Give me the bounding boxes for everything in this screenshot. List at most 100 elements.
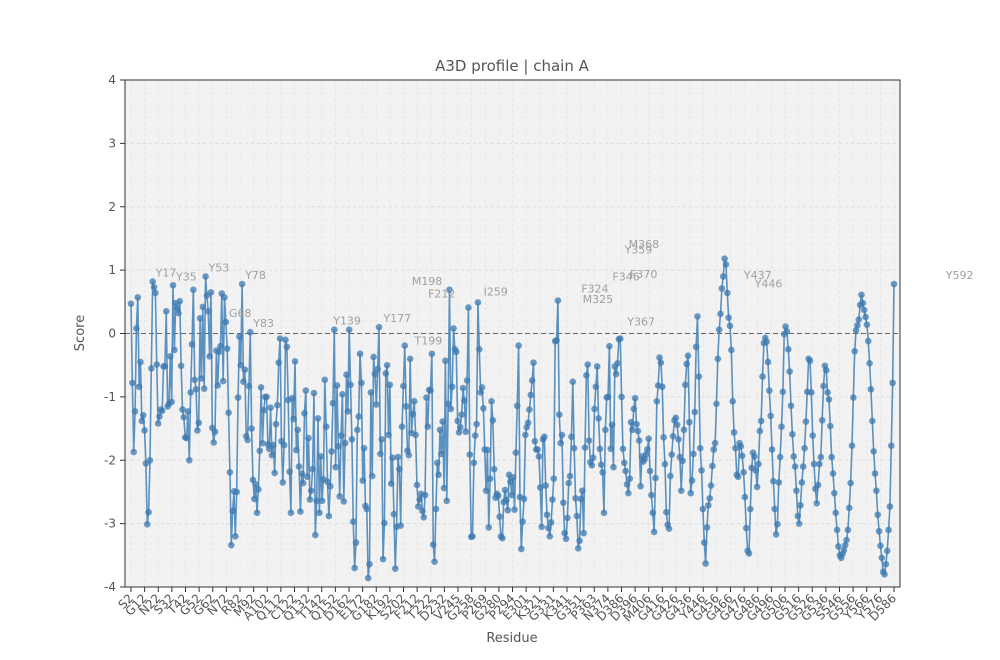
data-point <box>588 462 596 469</box>
data-point <box>789 430 796 438</box>
data-point <box>565 479 573 487</box>
data-point <box>799 463 807 470</box>
data-point <box>229 507 236 515</box>
data-point <box>190 286 197 294</box>
data-point <box>572 494 579 502</box>
data-point <box>738 452 746 460</box>
data-point <box>309 465 316 473</box>
data-point <box>313 497 320 505</box>
data-point <box>336 493 344 500</box>
data-point <box>573 512 581 520</box>
data-point <box>427 387 434 394</box>
data-point <box>503 496 510 504</box>
data-point <box>295 463 303 470</box>
data-point <box>322 423 330 430</box>
data-point <box>722 261 730 268</box>
data-point <box>767 412 774 420</box>
data-point <box>541 433 548 441</box>
data-point <box>692 343 700 351</box>
series-line <box>130 258 895 579</box>
data-point <box>469 533 476 540</box>
data-point <box>382 370 390 377</box>
data-point <box>869 417 876 425</box>
y-tick-label: -3 <box>104 517 116 531</box>
data-point <box>397 522 404 529</box>
y-tick-label: 4 <box>108 73 116 87</box>
data-point <box>871 470 879 477</box>
data-point <box>583 372 590 379</box>
data-point <box>286 468 293 475</box>
data-point <box>817 453 825 461</box>
annotation-label: F212 <box>428 287 455 300</box>
data-point <box>691 408 699 416</box>
data-point <box>542 482 549 489</box>
data-point <box>763 338 770 346</box>
data-point <box>806 357 814 365</box>
data-point <box>474 299 482 306</box>
data-point <box>223 345 231 353</box>
data-point <box>461 397 468 404</box>
data-point <box>378 436 386 443</box>
y-tick-label: -1 <box>104 390 116 404</box>
data-point <box>452 348 460 356</box>
annotation-label: I259 <box>484 286 508 299</box>
data-point <box>584 361 592 368</box>
data-point <box>138 417 146 425</box>
data-point <box>771 505 779 513</box>
data-point <box>345 326 353 334</box>
annotation-label: F324 <box>581 282 608 295</box>
data-point <box>710 446 718 453</box>
data-point <box>176 297 184 305</box>
data-point <box>391 565 399 572</box>
data-point <box>321 376 329 384</box>
data-point <box>455 429 463 436</box>
data-point <box>330 326 338 334</box>
data-point <box>499 534 506 542</box>
data-point <box>196 314 204 322</box>
data-point <box>251 495 258 503</box>
data-point <box>161 363 169 370</box>
data-point <box>366 560 373 568</box>
data-point <box>187 389 194 396</box>
data-point <box>627 418 635 426</box>
annotation-label: M325 <box>583 293 614 306</box>
data-point <box>210 439 217 446</box>
data-point <box>368 472 376 480</box>
data-point <box>770 477 777 485</box>
data-point <box>822 366 830 374</box>
data-point <box>522 431 529 439</box>
data-point <box>663 508 670 516</box>
data-point <box>774 520 781 528</box>
data-point <box>790 453 798 460</box>
data-point <box>504 507 512 514</box>
data-point <box>742 524 750 532</box>
data-point <box>509 474 517 481</box>
data-point <box>656 354 663 361</box>
annotation-label: Y177 <box>382 312 411 325</box>
data-point <box>152 289 159 297</box>
data-point <box>177 362 185 370</box>
data-point <box>195 419 203 427</box>
data-point <box>776 453 784 461</box>
data-point <box>719 273 727 280</box>
data-point <box>267 404 274 411</box>
data-point <box>827 422 834 430</box>
annotation-label: Y359 <box>624 244 653 257</box>
data-point <box>383 361 391 369</box>
data-point <box>813 500 821 507</box>
data-point <box>439 418 447 425</box>
data-point <box>130 448 138 456</box>
data-point <box>614 359 621 367</box>
data-point <box>429 541 437 548</box>
data-point <box>524 419 532 427</box>
data-point <box>420 513 428 521</box>
data-point <box>317 453 325 460</box>
data-point <box>236 333 243 340</box>
data-point <box>818 417 826 424</box>
data-point <box>359 477 367 484</box>
data-point <box>301 410 308 417</box>
data-point <box>690 450 697 458</box>
data-point <box>448 383 456 391</box>
annotation-label: Y446 <box>754 277 783 290</box>
